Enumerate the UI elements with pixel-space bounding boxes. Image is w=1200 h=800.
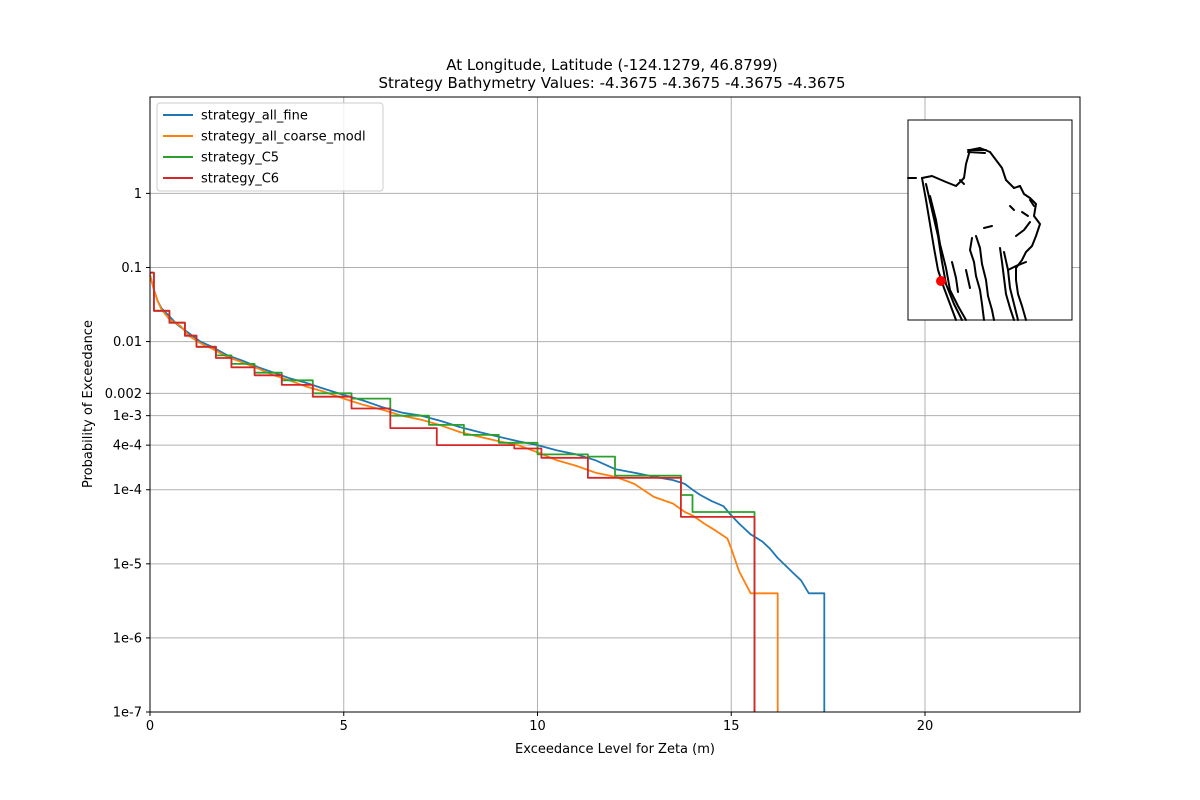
- legend-label: strategy_C5: [201, 151, 279, 166]
- series-line-strategy_all_coarse_modl: [149, 274, 779, 712]
- coastline: [907, 147, 1041, 321]
- inset-map-frame: [907, 119, 1073, 321]
- series-line-strategy_C5: [150, 271, 756, 712]
- location-marker: [936, 276, 946, 286]
- y-tick-label: 1: [134, 187, 142, 202]
- y-tick-label: 0.002: [105, 387, 142, 402]
- y-tick-label: 0.01: [113, 335, 142, 350]
- y-axis-label: Probability of Exceedance: [81, 320, 96, 488]
- axis-ticks: 0 5 10 15 20 1e-7 1e-6 1e-5 1e-4 4e-4 1e-3 0.002 0.0…: [105, 187, 933, 734]
- x-tick-label: 5: [340, 719, 348, 734]
- legend-label: strategy_all_coarse_modl: [201, 130, 366, 145]
- legend-label: strategy_C6: [201, 172, 279, 187]
- y-tick-label: 1e-6: [113, 631, 142, 646]
- series-line-strategy_C6: [150, 271, 756, 712]
- y-tick-label: 4e-4: [113, 439, 142, 454]
- legend-box: [156, 102, 384, 192]
- plot-area: [149, 96, 1081, 713]
- x-tick-label: 15: [723, 719, 740, 734]
- y-tick-label: 1e-5: [113, 557, 142, 572]
- series-layer: [149, 271, 826, 712]
- series-line-strategy_all_fine: [149, 274, 826, 712]
- x-tick-label: 20: [917, 719, 934, 734]
- y-tick-label: 0.1: [121, 261, 142, 276]
- chart-title: At Longitude, Latitude (-124.1279, 46.87…: [446, 56, 778, 74]
- inset-map: [907, 119, 1073, 321]
- y-tick-label: 1e-7: [113, 706, 142, 721]
- y-tick-label: 1e-3: [113, 409, 142, 424]
- legend: strategy_all_fine strategy_all_coarse_mod…: [156, 102, 384, 192]
- x-tick-label: 10: [529, 719, 546, 734]
- legend-label: strategy_all_fine: [201, 109, 308, 124]
- x-axis-label: Exceedance Level for Zeta (m): [515, 742, 715, 757]
- y-tick-label: 1e-4: [113, 483, 142, 498]
- chart-subtitle: Strategy Bathymetry Values: -4.3675 -4.3…: [378, 74, 845, 92]
- x-tick-label: 0: [146, 719, 154, 734]
